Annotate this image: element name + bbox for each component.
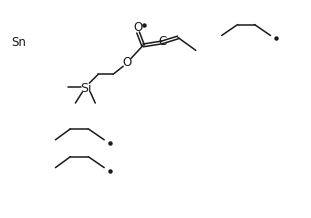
Text: O: O [133,21,143,34]
Text: O: O [123,56,132,69]
Text: Sn: Sn [11,36,26,49]
Text: Si: Si [81,82,92,95]
Text: C: C [159,35,167,48]
